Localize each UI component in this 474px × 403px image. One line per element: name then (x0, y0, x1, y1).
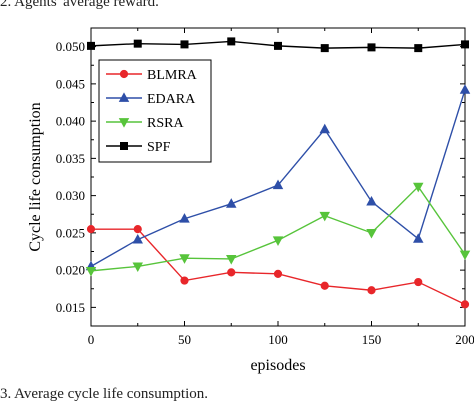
data-point-blmra (320, 281, 329, 290)
legend: BLMRA EDARA RSRA SPF (98, 59, 212, 163)
data-point-blmra (414, 277, 423, 287)
data-point-edara (366, 195, 377, 206)
legend-label: SPF (147, 140, 171, 155)
x-tick-label: 50 (178, 332, 191, 347)
legend-box (98, 59, 212, 163)
data-point-spf (320, 44, 329, 53)
data-point-blmra (460, 300, 470, 309)
data-point-edara (459, 84, 471, 94)
figure-caption-top: 2. Agents' average reward. (0, 0, 159, 10)
data-point-spf (274, 41, 282, 50)
data-point-spf (87, 41, 95, 50)
data-point-spf (180, 40, 189, 49)
y-tick-label: 0.035 (56, 151, 85, 166)
data-point-rsra (319, 211, 330, 222)
legend-item-blmra: BLMRA (106, 68, 198, 83)
legend-marker (118, 92, 130, 102)
data-point-spf (227, 37, 236, 46)
x-tick-label: 100 (268, 332, 288, 347)
data-point-blmra (227, 268, 236, 277)
x-tick-label: 150 (362, 332, 382, 347)
data-point-edara (272, 179, 284, 190)
y-tick-label: 0.030 (56, 188, 85, 203)
axis-ticks: 0 50 100 150 200 0.015 0.020 0.025 0.030 0.035 0.0… (56, 27, 474, 347)
data-point-spf (133, 39, 142, 48)
data-point-edara (132, 233, 143, 244)
y-axis-label: Cycle life consumption (27, 102, 44, 251)
data-point-blmra (273, 269, 283, 278)
legend-marker (120, 142, 128, 150)
y-tick-label: 0.015 (56, 300, 85, 315)
y-tick-label: 0.050 (56, 39, 85, 54)
y-tick-label: 0.040 (56, 114, 85, 129)
data-point-rsra (459, 250, 471, 261)
data-point-rsra (272, 236, 284, 246)
data-point-rsra (226, 255, 237, 265)
legend-label: BLMRA (147, 68, 198, 83)
data-point-spf (367, 43, 376, 52)
series-rsra (85, 182, 471, 277)
data-point-rsra (132, 262, 143, 273)
series-spf (87, 37, 469, 53)
series-layer (85, 37, 471, 309)
data-point-edara (179, 213, 190, 223)
series-blmra (86, 225, 470, 309)
series-line-rsra (90, 185, 466, 272)
legend-label: EDARA (147, 92, 196, 107)
y-tick-label: 0.025 (56, 225, 85, 240)
y-tick-label: 0.020 (56, 263, 85, 278)
series-edara (85, 84, 471, 271)
x-axis-label: episodes (250, 357, 305, 374)
x-tick-label: 0 (88, 332, 95, 347)
data-point-blmra (86, 225, 96, 234)
legend-item-rsra: RSRA (106, 116, 184, 131)
data-point-blmra (180, 276, 189, 285)
data-point-rsra (366, 228, 377, 239)
figure-caption-bottom: 3. Average cycle life consumption. (0, 386, 208, 402)
legend-label: RSRA (147, 116, 184, 131)
legend-item-edara: EDARA (106, 92, 196, 107)
data-point-blmra (367, 286, 376, 295)
data-point-rsra (85, 266, 97, 277)
data-point-rsra (179, 254, 190, 264)
legend-marker (118, 118, 130, 128)
data-point-blmra (133, 225, 142, 234)
y-tick-label: 0.045 (56, 76, 85, 91)
data-point-edara (319, 123, 330, 134)
legend-marker (119, 69, 129, 79)
data-point-edara (226, 198, 237, 208)
legend-item-spf: SPF (106, 140, 171, 155)
x-tick-label: 200 (455, 332, 474, 347)
data-point-spf (414, 44, 423, 53)
data-point-rsra (413, 182, 424, 193)
data-point-spf (461, 40, 469, 49)
data-point-edara (413, 233, 424, 243)
